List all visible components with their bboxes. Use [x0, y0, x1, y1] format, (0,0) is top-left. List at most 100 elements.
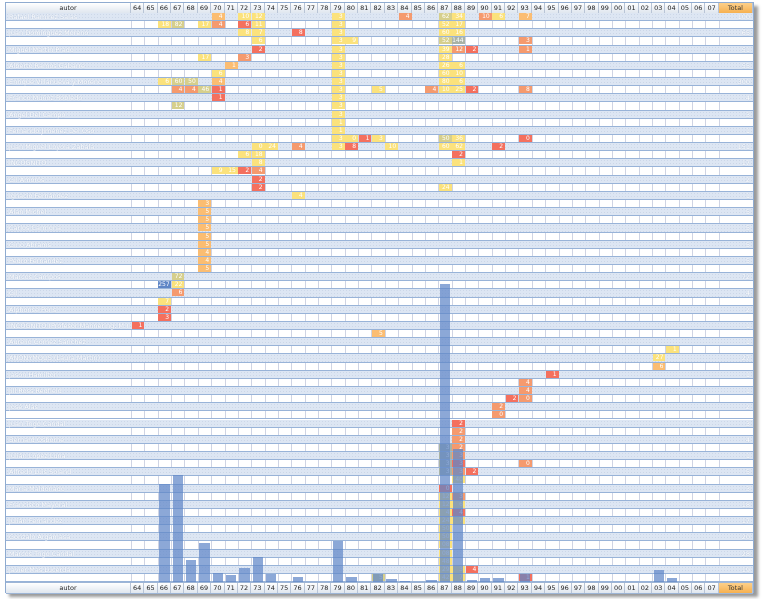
- heat-cell[interactable]: 1: [131, 321, 145, 329]
- footer-year-85[interactable]: 85: [412, 583, 425, 593]
- heat-cell[interactable]: 5: [198, 265, 212, 273]
- header-year-94[interactable]: 94: [532, 3, 546, 13]
- author-subrow[interactable]: 257 22: [6, 281, 753, 290]
- heat-cell[interactable]: 2: [238, 167, 252, 175]
- author-subrow[interactable]: 6 18 2: [6, 151, 753, 160]
- heat-cell[interactable]: 62: [452, 143, 465, 151]
- heat-cell[interactable]: 1: [358, 134, 372, 142]
- footer-year-74[interactable]: 74: [265, 583, 278, 593]
- author-row[interactable]: Marcos Campos 72 72: [6, 273, 753, 282]
- heat-cell[interactable]: 4: [171, 86, 185, 94]
- author-subrow[interactable]: 3: [6, 313, 753, 322]
- heat-cell[interactable]: 6: [452, 61, 465, 69]
- heat-cell[interactable]: 3: [158, 313, 172, 321]
- heat-cell[interactable]: 36: [452, 134, 465, 142]
- header-year-69[interactable]: 69: [198, 3, 212, 13]
- footer-year-70[interactable]: 70: [211, 583, 225, 593]
- header-year-65[interactable]: 65: [144, 3, 158, 13]
- header-year-90[interactable]: 90: [478, 3, 492, 13]
- author-row[interactable]: Gil Amorós 2 2: [6, 175, 753, 184]
- heat-cell[interactable]: 50: [438, 134, 452, 142]
- heat-cell[interactable]: 7: [251, 29, 265, 37]
- heat-cell[interactable]: 257: [158, 281, 172, 289]
- header-year-01[interactable]: 01: [625, 3, 639, 13]
- heat-cell[interactable]: 3: [331, 45, 345, 53]
- footer-year-00[interactable]: 00: [612, 583, 626, 593]
- author-subrow[interactable]: 5: [6, 330, 753, 339]
- footer-year-03[interactable]: 03: [652, 583, 666, 593]
- heat-cell[interactable]: 17: [198, 53, 212, 61]
- author-row[interactable]: Bernard Osborne 4 2: [6, 435, 753, 444]
- heat-cell[interactable]: 10: [478, 13, 492, 20]
- heat-cell[interactable]: 3: [331, 102, 345, 110]
- author-row[interactable]: Alberto Ramos Gabarre 55 1 3 26 6: [6, 61, 753, 70]
- author-row[interactable]: Franco Muñoz Robledo 4 1 3: [6, 94, 753, 103]
- footer-year-65[interactable]: 65: [144, 583, 158, 593]
- heat-cell[interactable]: 3: [371, 134, 385, 142]
- footer-year-69[interactable]: 69: [198, 583, 212, 593]
- heat-cell[interactable]: 16: [452, 29, 465, 37]
- footer-year-71[interactable]: 71: [225, 583, 238, 593]
- author-row[interactable]: Juan Miguel Loyola Zabala 151 0 24 4 3 8 10 60 62…: [6, 143, 753, 152]
- header-year-81[interactable]: 81: [358, 3, 372, 13]
- heat-cell[interactable]: 10: [238, 13, 252, 20]
- heat-cell[interactable]: 12: [452, 45, 465, 53]
- footer-year-93[interactable]: 93: [518, 583, 532, 593]
- heat-cell[interactable]: 3: [331, 61, 345, 69]
- header-year-64[interactable]: 64: [131, 3, 145, 13]
- heat-cell[interactable]: 0: [251, 143, 265, 151]
- footer-year-77[interactable]: 77: [305, 583, 319, 593]
- author-row[interactable]: Rafael Ramírez Salas 100 4 10 12 3 4 62 34 10 6 7: [6, 13, 753, 22]
- heat-cell[interactable]: 2: [492, 143, 506, 151]
- heat-cell[interactable]: 27: [652, 354, 666, 362]
- author-subrow[interactable]: 6 3 60 10: [6, 69, 753, 79]
- author-subrow[interactable]: 5: [6, 216, 753, 225]
- header-year-93[interactable]: 93: [518, 3, 532, 13]
- footer-year-66[interactable]: 66: [158, 583, 172, 593]
- heat-cell[interactable]: 3: [331, 110, 345, 118]
- heat-cell[interactable]: 4: [198, 256, 212, 264]
- footer-author-label[interactable]: autor: [6, 583, 131, 593]
- author-subrow[interactable]: 32: [6, 443, 753, 452]
- heat-cell[interactable]: 82: [171, 21, 185, 29]
- header-year-02[interactable]: 02: [639, 3, 653, 13]
- footer-year-79[interactable]: 79: [331, 583, 345, 593]
- header-year-66[interactable]: 66: [158, 3, 172, 13]
- heat-cell[interactable]: 6: [238, 21, 252, 29]
- author-subrow[interactable]: 4: [6, 248, 753, 257]
- author-subrow[interactable]: 1: [6, 118, 753, 127]
- footer-year-81[interactable]: 81: [358, 583, 372, 593]
- header-total-label[interactable]: Total: [718, 3, 753, 13]
- footer-year-68[interactable]: 68: [184, 583, 198, 593]
- footer-year-07[interactable]: 07: [705, 583, 719, 593]
- heat-cell[interactable]: 4: [425, 86, 439, 94]
- heat-cell[interactable]: 6: [652, 362, 666, 370]
- heat-cell[interactable]: 9: [211, 167, 225, 175]
- heat-cell[interactable]: 10: [385, 143, 399, 151]
- heat-cell[interactable]: 6: [251, 37, 265, 45]
- footer-year-75[interactable]: 75: [278, 583, 292, 593]
- author-row[interactable]: Gino Abrams 5 5: [6, 240, 753, 249]
- header-year-92[interactable]: 92: [505, 3, 519, 13]
- header-year-67[interactable]: 67: [171, 3, 185, 13]
- header-year-04[interactable]: 04: [665, 3, 679, 13]
- heat-cell[interactable]: 5: [198, 232, 212, 240]
- author-subrow[interactable]: 6: [6, 362, 753, 371]
- heat-cell[interactable]: 4: [465, 565, 479, 573]
- footer-year-84[interactable]: 84: [398, 583, 412, 593]
- heat-cell[interactable]: 46: [198, 86, 212, 94]
- header-year-00[interactable]: 00: [612, 3, 626, 13]
- heat-cell[interactable]: 1: [211, 94, 225, 102]
- author-row[interactable]: Julián Fernández17247: [6, 517, 753, 526]
- heat-cell[interactable]: 25: [452, 86, 465, 94]
- header-year-83[interactable]: 83: [385, 3, 399, 13]
- header-year-99[interactable]: 99: [599, 3, 612, 13]
- heat-cell[interactable]: 6: [211, 69, 225, 77]
- footer-year-86[interactable]: 86: [425, 583, 439, 593]
- heat-cell[interactable]: 5: [198, 216, 212, 224]
- author-row[interactable]: INCÓGNITO (Profesor Mannering, M.) 1 1: [6, 321, 753, 331]
- author-row[interactable]: Juan Domínguez Moreno 65 8 7 8 3 60 16: [6, 29, 753, 38]
- author-row[interactable]: Fernando Jiménez Del Oso 1 1: [6, 126, 753, 135]
- heat-cell[interactable]: 3: [331, 13, 345, 20]
- heat-cell[interactable]: 7: [518, 13, 532, 20]
